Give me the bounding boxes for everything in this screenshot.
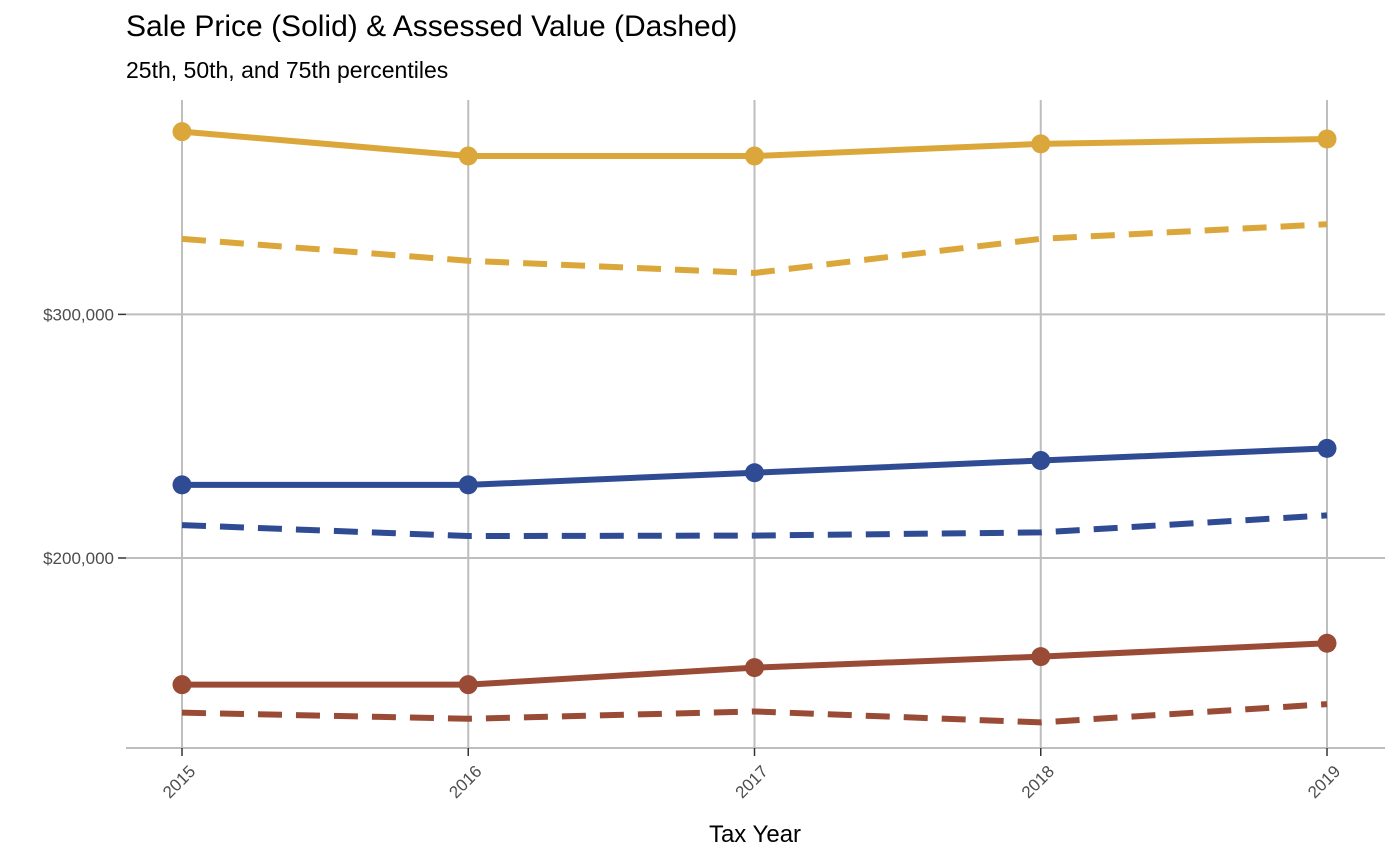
data-point-75th-sale_price: [1317, 129, 1337, 149]
y-tick-label: $300,000: [43, 305, 114, 324]
series-line-75th-assessed_value: [181, 221, 1328, 276]
data-point-25th-sale_price: [172, 675, 192, 695]
data-point-75th-sale_price: [745, 146, 764, 166]
chart-title: Sale Price (Solid) & Assessed Value (Das…: [126, 10, 738, 43]
y-tick-label: $200,000: [43, 549, 114, 568]
series-line-50th-assessed_value: [181, 512, 1328, 540]
data-point-50th-sale_price: [745, 463, 764, 483]
tick-labels: 2015 2016 2017 2018 2019 $200,000 $300,000: [43, 305, 1344, 802]
data-point-75th-sale_price: [1031, 134, 1051, 154]
x-tick-label: 2015: [159, 762, 199, 802]
series-lines: [172, 122, 1337, 726]
x-tick-label: 2017: [732, 762, 772, 802]
data-point-25th-sale_price: [458, 675, 478, 695]
grid-lines: [126, 100, 1385, 748]
axes: [118, 313, 1385, 756]
data-point-50th-sale_price: [1317, 438, 1337, 458]
data-point-75th-sale_price: [172, 122, 192, 142]
data-point-25th-sale_price: [745, 658, 764, 678]
chart-subtitle: 25th, 50th, and 75th percentiles: [126, 57, 449, 83]
x-tick-label: 2018: [1018, 762, 1058, 802]
data-point-75th-sale_price: [458, 146, 478, 166]
x-tick-label: 2016: [445, 762, 485, 802]
data-point-25th-sale_price: [1031, 647, 1051, 667]
data-point-25th-sale_price: [1317, 633, 1337, 653]
x-tick-label: 2019: [1304, 762, 1344, 802]
data-point-50th-sale_price: [458, 475, 478, 495]
series-line-25th-assessed_value: [181, 701, 1328, 726]
data-point-50th-sale_price: [172, 475, 192, 495]
data-point-50th-sale_price: [1031, 451, 1051, 471]
x-axis-title: Tax Year: [709, 821, 801, 848]
